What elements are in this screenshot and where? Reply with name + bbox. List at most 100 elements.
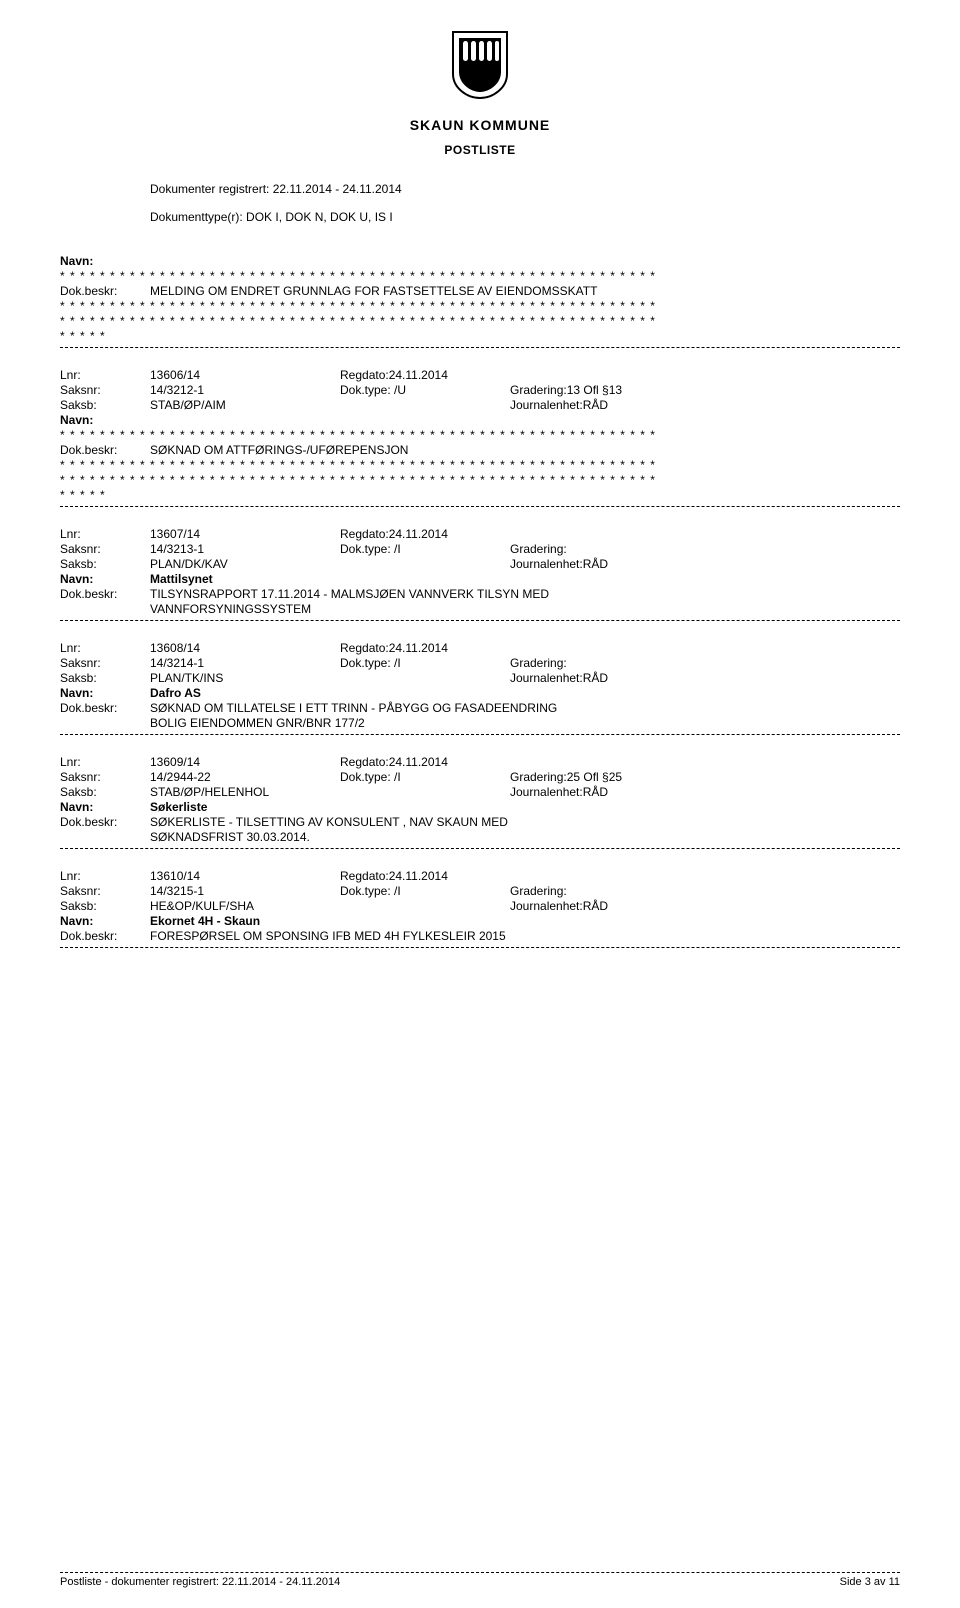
entry-row: Navn:Mattilsynet (60, 572, 900, 586)
entry-row: Lnr:13608/14Regdato:24.11.2014 (60, 641, 900, 655)
entry-row: Navn: (60, 413, 900, 427)
dokbeskr-label: Dok.beskr: (60, 815, 150, 829)
stars-line: * * * * * * * * * * * * * * * * * * * * … (60, 458, 900, 472)
lnr-label: Lnr: (60, 869, 150, 883)
dokbeskr-label: Dok.beskr: (60, 284, 150, 298)
saksb-value: STAB/ØP/AIM (150, 398, 340, 412)
entries-container: Navn:* * * * * * * * * * * * * * * * * *… (60, 254, 900, 948)
lnr-label: Lnr: (60, 527, 150, 541)
spacer (340, 557, 510, 571)
entry-row: Dok.beskr:SØKERLISTE - TILSETTING AV KON… (60, 815, 900, 829)
gradering: Gradering: (510, 656, 900, 670)
entry-row: Saksb:STAB/ØP/HELENHOLJournalenhet:RÅD (60, 785, 900, 799)
journalenhet: Journalenhet:RÅD (510, 671, 900, 685)
navn-label: Navn: (60, 254, 150, 268)
lnr-value: 13607/14 (150, 527, 340, 541)
dokbeskr-label: Dok.beskr: (60, 443, 150, 457)
entry-row: Lnr:13607/14Regdato:24.11.2014 (60, 527, 900, 541)
entry-separator (60, 947, 900, 948)
navn-label: Navn: (60, 572, 150, 586)
saksnr-value: 14/3212-1 (150, 383, 340, 397)
dokbeskr-cont: SØKNADSFRIST 30.03.2014. (60, 830, 900, 844)
entry-row: Saksnr:14/3213-1Dok.type: /IGradering: (60, 542, 900, 556)
spacer (340, 671, 510, 685)
dokbeskr-label: Dok.beskr: (60, 701, 150, 715)
gradering: Gradering:25 Ofl §25 (510, 770, 900, 784)
lnr-value: 13606/14 (150, 368, 340, 382)
dokbeskr-value: SØKERLISTE - TILSETTING AV KONSULENT , N… (150, 815, 900, 829)
navn-label: Navn: (60, 800, 150, 814)
entry: Lnr:13608/14Regdato:24.11.2014Saksnr:14/… (60, 641, 900, 735)
footer-left: Postliste - dokumenter registrert: 22.11… (60, 1576, 340, 1588)
saksb-value: PLAN/DK/KAV (150, 557, 340, 571)
spacer (340, 398, 510, 412)
page-footer: Postliste - dokumenter registrert: 22.11… (60, 1572, 900, 1588)
dokbeskr-value: FORESPØRSEL OM SPONSING IFB MED 4H FYLKE… (150, 929, 900, 943)
regdato: Regdato:24.11.2014 (340, 869, 510, 883)
entry-row: Navn:Dafro AS (60, 686, 900, 700)
saksb-label: Saksb: (60, 557, 150, 571)
entry: Lnr:13606/14Regdato:24.11.2014Saksnr:14/… (60, 368, 900, 507)
gradering: Gradering: (510, 542, 900, 556)
document-header: SKAUN KOMMUNE POSTLISTE (60, 30, 900, 157)
spacer (340, 785, 510, 799)
entry-row: Lnr:13610/14Regdato:24.11.2014 (60, 869, 900, 883)
navn-label: Navn: (60, 413, 150, 427)
regdato: Regdato:24.11.2014 (340, 755, 510, 769)
saksnr-value: 14/2944-22 (150, 770, 340, 784)
stars-line: * * * * * (60, 488, 900, 502)
entry-row: Navn:Ekornet 4H - Skaun (60, 914, 900, 928)
meta-registered: Dokumenter registrert: 22.11.2014 - 24.1… (150, 182, 900, 196)
saksnr-label: Saksnr: (60, 383, 150, 397)
journalenhet: Journalenhet:RÅD (510, 557, 900, 571)
spacer (340, 899, 510, 913)
meta-block: Dokumenter registrert: 22.11.2014 - 24.1… (150, 182, 900, 224)
saksb-value: STAB/ØP/HELENHOL (150, 785, 340, 799)
saksnr-value: 14/3214-1 (150, 656, 340, 670)
entry-row: Dok.beskr:MELDING OM ENDRET GRUNNLAG FOR… (60, 284, 900, 298)
kommune-logo (449, 30, 511, 105)
dokbeskr-value: SØKNAD OM ATTFØRINGS-/UFØREPENSJON (150, 443, 900, 457)
entry-row: Navn: (60, 254, 900, 268)
navn-value: Ekornet 4H - Skaun (150, 914, 900, 928)
saksnr-value: 14/3215-1 (150, 884, 340, 898)
entry-separator (60, 506, 900, 507)
dokbeskr-cont: BOLIG EIENDOMMEN GNR/BNR 177/2 (60, 716, 900, 730)
saksb-label: Saksb: (60, 671, 150, 685)
stars-line: * * * * * * * * * * * * * * * * * * * * … (60, 314, 900, 328)
stars-line: * * * * * * * * * * * * * * * * * * * * … (60, 473, 900, 487)
entry: Lnr:13607/14Regdato:24.11.2014Saksnr:14/… (60, 527, 900, 621)
saksnr-label: Saksnr: (60, 770, 150, 784)
navn-label: Navn: (60, 914, 150, 928)
dokbeskr-label: Dok.beskr: (60, 587, 150, 601)
entry-row: Dok.beskr:SØKNAD OM TILLATELSE I ETT TRI… (60, 701, 900, 715)
entry: Navn:* * * * * * * * * * * * * * * * * *… (60, 254, 900, 348)
entry-separator (60, 620, 900, 621)
stars-line: * * * * * * * * * * * * * * * * * * * * … (60, 269, 900, 283)
navn-value: Dafro AS (150, 686, 900, 700)
doktype: Dok.type: /I (340, 884, 510, 898)
entry: Lnr:13610/14Regdato:24.11.2014Saksnr:14/… (60, 869, 900, 948)
lnr-value: 13610/14 (150, 869, 340, 883)
entry: Lnr:13609/14Regdato:24.11.2014Saksnr:14/… (60, 755, 900, 849)
lnr-label: Lnr: (60, 641, 150, 655)
navn-value: Søkerliste (150, 800, 900, 814)
regdato: Regdato:24.11.2014 (340, 641, 510, 655)
journalenhet: Journalenhet:RÅD (510, 899, 900, 913)
footer-right: Side 3 av 11 (840, 1576, 900, 1588)
regdato: Regdato:24.11.2014 (340, 368, 510, 382)
saksb-value: PLAN/TK/INS (150, 671, 340, 685)
entry-row: Dok.beskr:FORESPØRSEL OM SPONSING IFB ME… (60, 929, 900, 943)
entry-row: Dok.beskr:TILSYNSRAPPORT 17.11.2014 - MA… (60, 587, 900, 601)
saksb-value: HE&OP/KULF/SHA (150, 899, 340, 913)
saksnr-value: 14/3213-1 (150, 542, 340, 556)
doktype: Dok.type: /U (340, 383, 510, 397)
gradering: Gradering:13 Ofl §13 (510, 383, 900, 397)
dokbeskr-value: SØKNAD OM TILLATELSE I ETT TRINN - PÅBYG… (150, 701, 900, 715)
doktype: Dok.type: /I (340, 770, 510, 784)
entry-separator (60, 848, 900, 849)
entry-row: Saksnr:14/3214-1Dok.type: /IGradering: (60, 656, 900, 670)
entry-row: Saksb:HE&OP/KULF/SHAJournalenhet:RÅD (60, 899, 900, 913)
doktype: Dok.type: /I (340, 542, 510, 556)
stars-line: * * * * * * * * * * * * * * * * * * * * … (60, 428, 900, 442)
